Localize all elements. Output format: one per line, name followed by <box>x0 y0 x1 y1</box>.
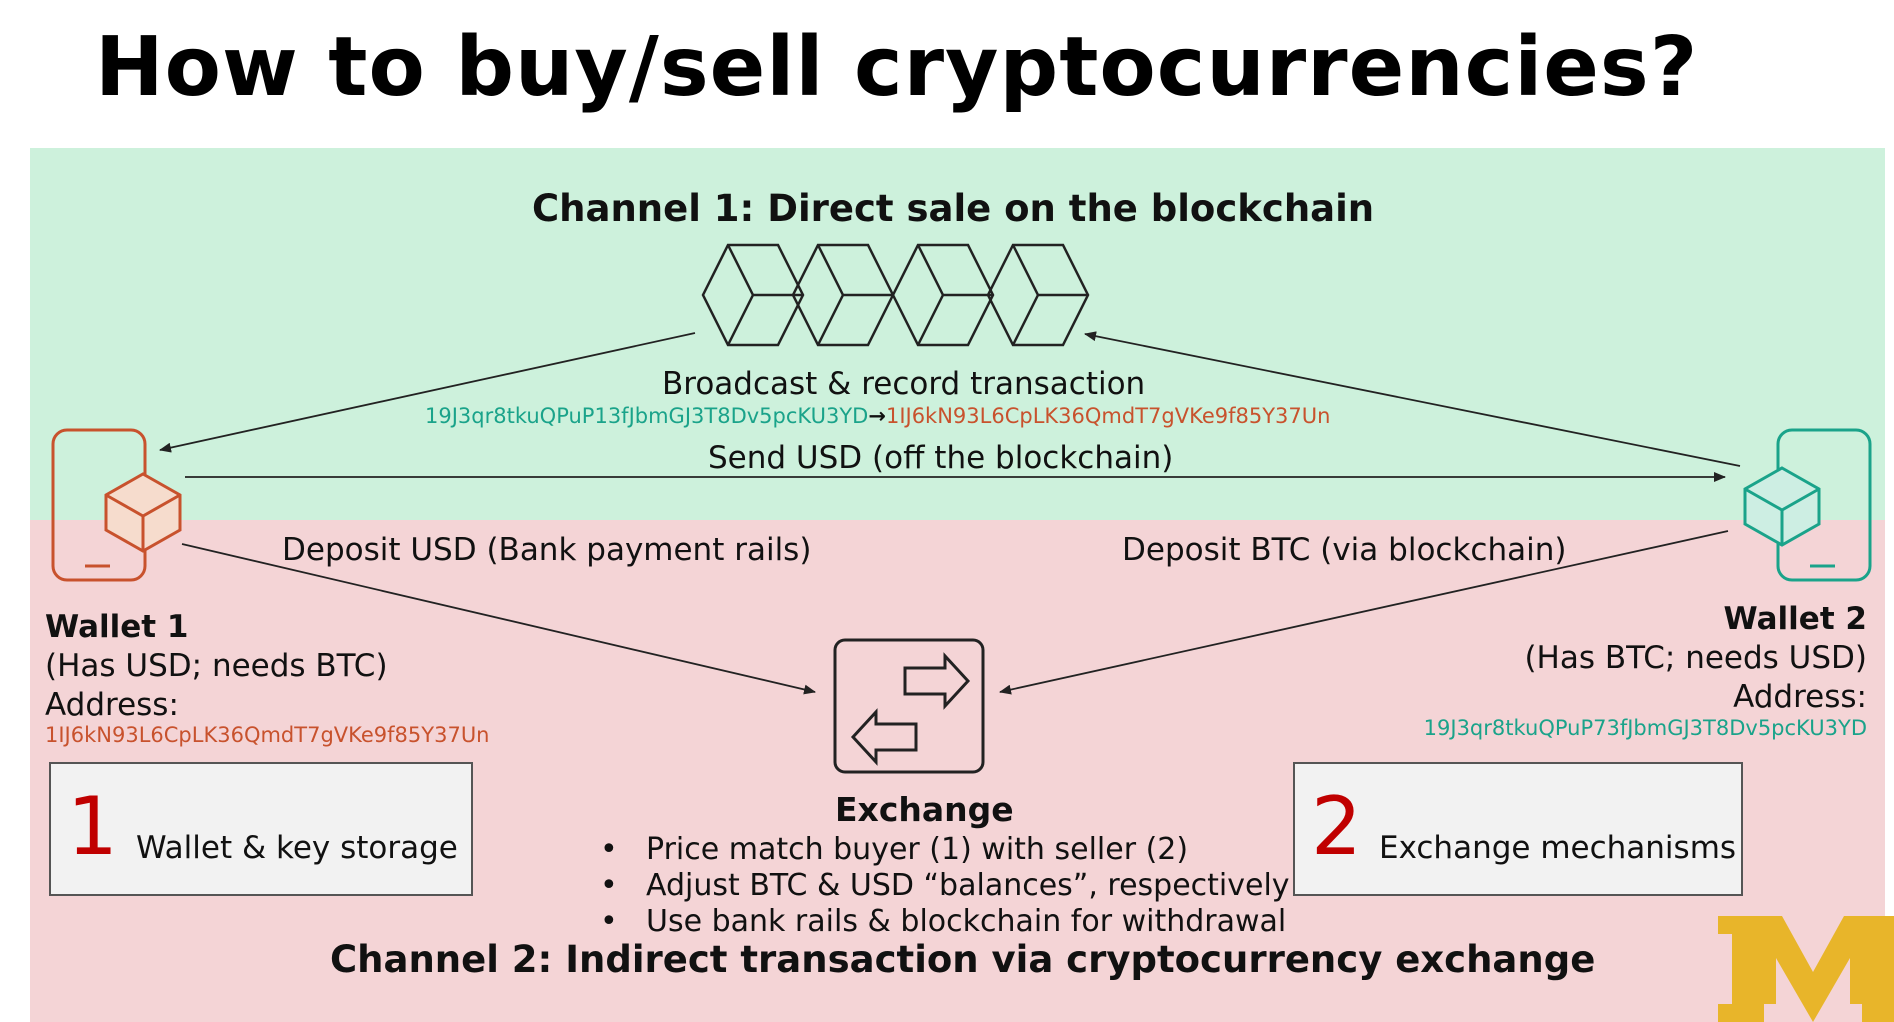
wallet2-name: Wallet 2 <box>1723 601 1867 637</box>
arrow-deposit-usd <box>181 543 816 695</box>
wallet1-address-label: Address: <box>45 687 179 723</box>
broadcast-label: Broadcast & record transaction <box>662 366 1146 402</box>
wallet2-info: Wallet 2 (Has BTC; needs USD) Address: <box>1524 600 1867 717</box>
arrow-wallet2-to-blockchain <box>1084 331 1741 467</box>
wallet2-address-label: Address: <box>1733 679 1867 715</box>
wallet1-address: 1IJ6kN93L6CpLK36QmdT7gVKe9f85Y37Un <box>45 723 490 747</box>
box-wallet-key-storage: 1 Wallet & key storage <box>49 762 473 896</box>
wallet1-phone-icon <box>51 428 182 582</box>
deposit-btc-label: Deposit BTC (via blockchain) <box>1122 532 1567 568</box>
box2-number: 2 <box>1311 780 1362 873</box>
tx-from-address: 19J3qr8tkuQPuP13fJbmGJ3T8Dv5pcKU3YD <box>425 404 869 428</box>
arrow-broadcast-to-wallet1 <box>159 332 696 453</box>
page-title: How to buy/sell cryptocurrencies? <box>95 20 1699 115</box>
box1-text: Wallet & key storage <box>136 830 458 866</box>
flow-arrows <box>159 331 1741 695</box>
deposit-usd-label: Deposit USD (Bank payment rails) <box>282 532 812 568</box>
tx-arrow-glyph: → <box>868 404 886 428</box>
wallet2-desc: (Has BTC; needs USD) <box>1524 640 1867 676</box>
exchange-bullet: Adjust BTC & USD “balances”, respectivel… <box>600 868 1290 904</box>
wallet2-phone-icon <box>1743 428 1872 582</box>
exchange-icon <box>833 638 985 774</box>
wallet1-name: Wallet 1 <box>45 609 189 645</box>
channel1-band <box>30 148 1885 520</box>
blockchain-cubes-icon <box>701 243 1090 347</box>
box-exchange-mechanisms: 2 Exchange mechanisms <box>1293 762 1743 896</box>
box2-text: Exchange mechanisms <box>1379 830 1737 866</box>
arrow-deposit-btc <box>999 530 1729 695</box>
exchange-bullet: Price match buyer (1) with seller (2) <box>600 832 1290 868</box>
university-logo <box>1718 916 1894 1022</box>
transaction-addresses: 19J3qr8tkuQPuP13fJbmGJ3T8Dv5pcKU3YD→1IJ6… <box>425 404 1330 428</box>
channel2-heading: Channel 2: Indirect transaction via cryp… <box>330 938 1596 981</box>
wallet2-address: 19J3qr8tkuQPuP73fJbmGJ3T8Dv5pcKU3YD <box>1423 716 1867 740</box>
exchange-label: Exchange <box>835 790 1014 829</box>
exchange-bullets: Price match buyer (1) with seller (2) Ad… <box>600 832 1290 940</box>
box1-number: 1 <box>67 780 118 873</box>
wallet1-desc: (Has USD; needs BTC) <box>45 648 388 684</box>
exchange-bullet: Use bank rails & blockchain for withdraw… <box>600 904 1290 940</box>
wallet1-info: Wallet 1 (Has USD; needs BTC) Address: <box>45 608 388 725</box>
send-usd-label: Send USD (off the blockchain) <box>708 440 1174 476</box>
tx-to-address: 1IJ6kN93L6CpLK36QmdT7gVKe9f85Y37Un <box>885 404 1331 428</box>
channel1-heading: Channel 1: Direct sale on the blockchain <box>532 187 1375 230</box>
